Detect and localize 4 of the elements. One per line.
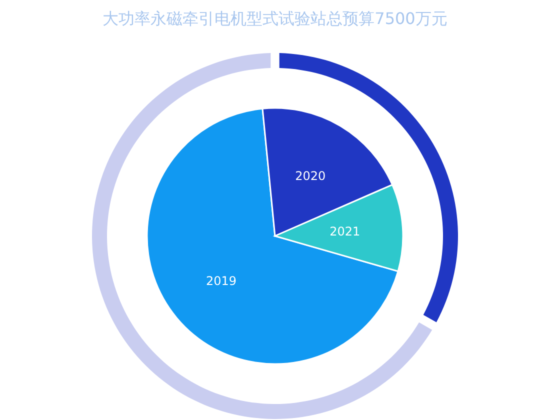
- slice-label: 2021: [330, 224, 360, 239]
- chart-title: 大功率永磁牵引电机型式试验站总预算7500万元: [102, 9, 448, 28]
- slice-label: 2020: [295, 168, 326, 183]
- slice-label: 2019: [206, 274, 236, 288]
